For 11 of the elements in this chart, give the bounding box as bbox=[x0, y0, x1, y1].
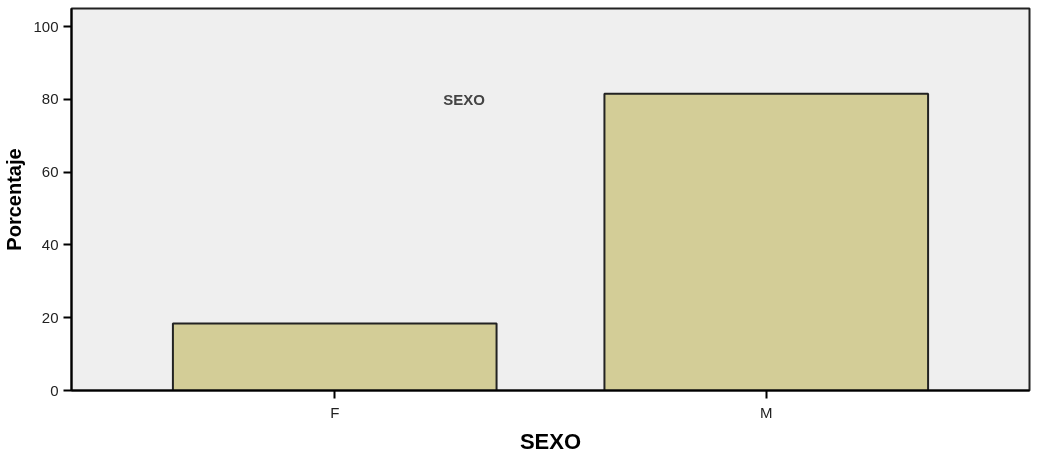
y-tick-label: 60 bbox=[41, 163, 59, 181]
y-tick-label: 80 bbox=[41, 90, 59, 108]
y-tick-label: 40 bbox=[41, 235, 59, 253]
x-axis-title: SEXO bbox=[519, 428, 582, 454]
y-tick-label: 20 bbox=[41, 308, 59, 326]
y-axis-title: Porcentaje bbox=[3, 148, 26, 251]
y-tick-label: 0 bbox=[50, 381, 59, 399]
annotation: SEXO bbox=[443, 90, 486, 108]
x-tick-label: F bbox=[330, 403, 340, 421]
x-tick-label: M bbox=[760, 403, 773, 421]
y-tick-label: 100 bbox=[33, 17, 59, 35]
